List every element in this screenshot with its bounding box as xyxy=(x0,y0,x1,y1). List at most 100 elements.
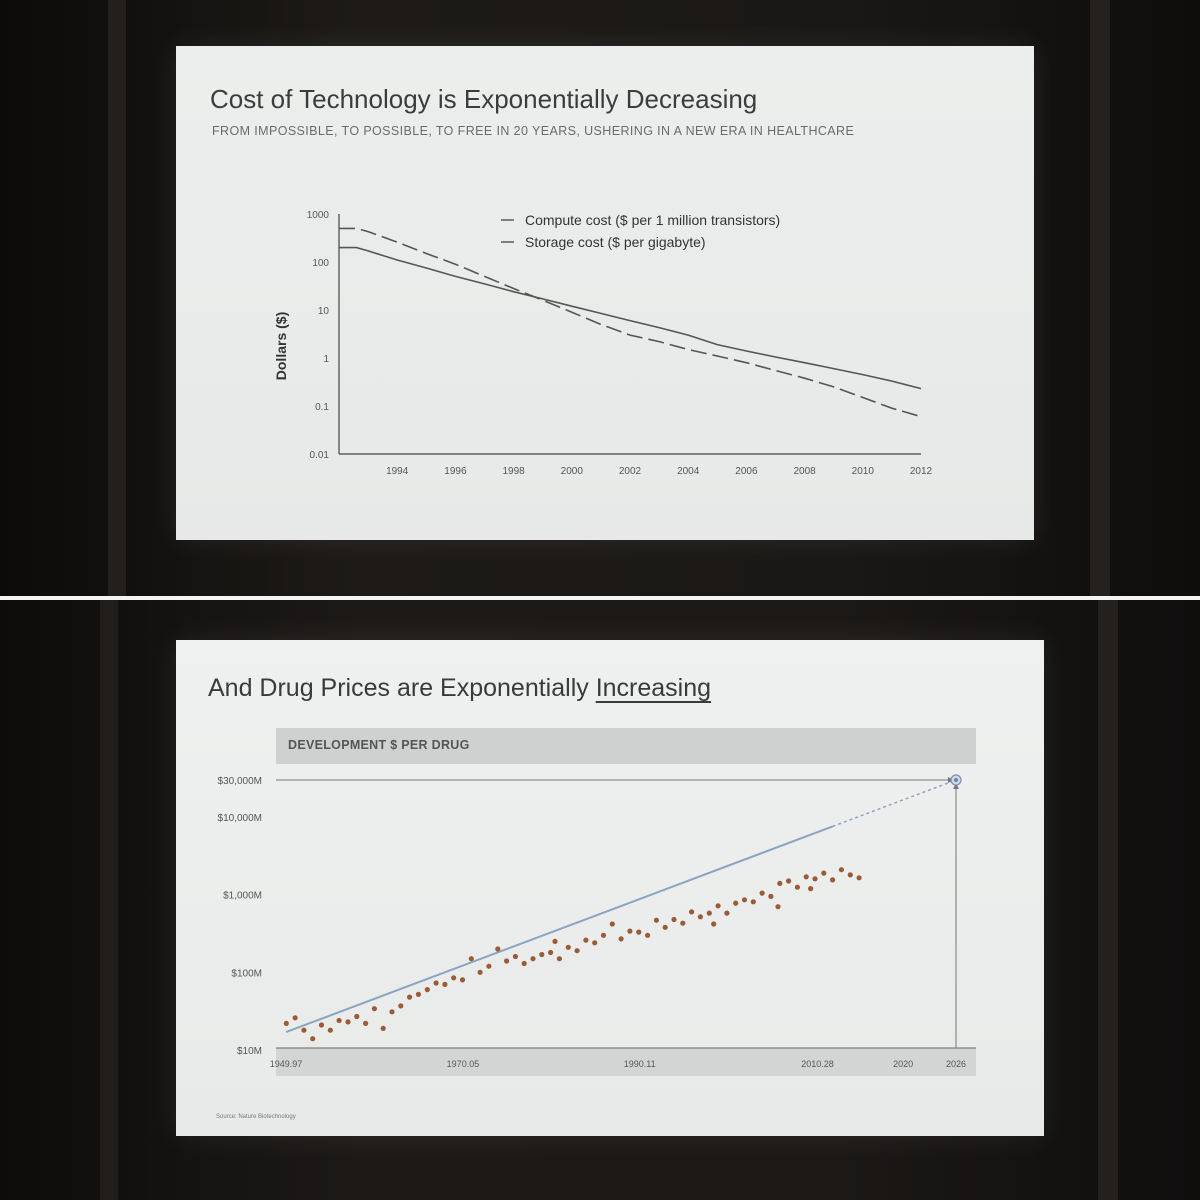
bottom-slide-photo: And Drug Prices are Exponentially Increa… xyxy=(0,600,1200,1200)
data-point xyxy=(363,1020,369,1026)
x-tick-label: 2026 xyxy=(946,1059,966,1069)
data-point xyxy=(786,878,792,884)
x-tick-label: 2008 xyxy=(793,466,816,477)
y-tick-label: $10M xyxy=(237,1046,262,1057)
data-point xyxy=(451,975,457,981)
trend-line xyxy=(285,825,833,1034)
data-point xyxy=(539,951,545,958)
data-point xyxy=(733,900,739,906)
data-point xyxy=(671,916,677,923)
data-point xyxy=(345,1019,351,1025)
data-point xyxy=(777,880,783,886)
chart-legend: Compute cost ($ per 1 million transistor… xyxy=(501,212,780,250)
data-point xyxy=(636,929,642,935)
data-point xyxy=(459,977,466,983)
data-point xyxy=(283,1020,289,1026)
data-point xyxy=(407,994,413,1000)
data-point xyxy=(574,948,580,954)
data-point xyxy=(711,921,717,927)
data-point xyxy=(830,877,836,883)
y-tick-label: $100M xyxy=(231,968,262,979)
data-point xyxy=(548,949,554,956)
y-tick-label: 0.01 xyxy=(310,450,330,461)
y-tick-label: 1 xyxy=(323,354,329,365)
data-point xyxy=(354,1013,360,1020)
data-point xyxy=(592,940,598,946)
series-line-compute-cost xyxy=(339,227,922,418)
y-tick-label: $10,000M xyxy=(218,813,262,824)
screen-frame-right xyxy=(1098,600,1118,1200)
data-point xyxy=(838,867,845,873)
trend-projection-line xyxy=(832,779,957,828)
legend-entry: Compute cost ($ per 1 million transistor… xyxy=(525,212,780,228)
data-point xyxy=(292,1015,298,1021)
data-point xyxy=(512,953,518,960)
data-point xyxy=(706,910,712,916)
y-axis-label: Dollars ($) xyxy=(273,312,289,380)
data-point xyxy=(336,1017,342,1024)
slide-drug-prices: And Drug Prices are Exponentially Increa… xyxy=(176,640,1044,1136)
x-tick-label: 1970.05 xyxy=(447,1059,480,1069)
screen-frame-right xyxy=(1090,0,1110,596)
data-point xyxy=(724,910,730,916)
x-tick-label: 2004 xyxy=(677,466,700,477)
x-tick-label: 1990.11 xyxy=(624,1059,656,1069)
data-point xyxy=(759,890,765,896)
data-point xyxy=(583,937,589,943)
data-point xyxy=(433,980,439,986)
arrowhead-up-icon xyxy=(953,783,959,789)
data-point xyxy=(803,874,809,880)
data-point xyxy=(495,946,501,952)
slide-title: Cost of Technology is Exponentially Decr… xyxy=(210,84,758,114)
data-point xyxy=(821,870,827,876)
chart-title-band: DEVELOPMENT $ PER DRUG xyxy=(276,728,976,764)
data-point xyxy=(794,884,801,890)
x-tick-label: 1994 xyxy=(386,466,409,477)
top-slide-photo: Cost of Technology is Exponentially Decr… xyxy=(0,0,1200,596)
data-point xyxy=(504,958,510,964)
data-point xyxy=(618,936,624,942)
x-tick-label: 2010.28 xyxy=(801,1059,834,1069)
data-point xyxy=(609,921,615,927)
data-point xyxy=(556,956,562,962)
data-point xyxy=(318,1022,325,1028)
projection-point-center xyxy=(954,778,958,782)
data-point xyxy=(645,932,651,938)
y-tick-label: 1000 xyxy=(307,210,330,221)
data-point xyxy=(565,944,571,950)
data-point xyxy=(662,924,668,930)
y-tick-label: 100 xyxy=(312,258,329,269)
x-tick-label: 1949.97 xyxy=(270,1059,303,1069)
legend-entry: Storage cost ($ per gigabyte) xyxy=(525,234,706,250)
y-tick-label: 10 xyxy=(318,306,330,317)
data-point xyxy=(750,899,756,905)
x-axis-band xyxy=(276,1048,976,1076)
source-note: Source: Nature Biotechnology xyxy=(216,1114,296,1120)
data-point xyxy=(530,956,536,962)
drug-cost-chart: $30,000M $10,000M $1,000M $100M $10M 1949.97… xyxy=(218,774,976,1076)
title-emphasis: Increasing xyxy=(595,674,712,702)
x-tick-label: 1996 xyxy=(444,466,467,477)
x-tick-label: 2006 xyxy=(735,466,758,477)
data-point xyxy=(775,904,781,910)
x-tick-label: 2000 xyxy=(561,466,584,477)
image-divider xyxy=(0,596,1200,600)
cost-chart: 1000 100 10 1 0.1 0.01 1994 1996 1998 2000 2002 20… xyxy=(273,210,933,477)
data-point xyxy=(741,897,748,903)
screen-frame-left xyxy=(100,600,118,1200)
data-point xyxy=(627,928,633,934)
series-line-storage-cost xyxy=(339,246,922,390)
data-point xyxy=(415,991,421,997)
chart-title: DEVELOPMENT $ PER DRUG xyxy=(288,738,470,752)
data-point xyxy=(680,920,686,926)
data-point xyxy=(327,1027,333,1033)
data-point xyxy=(398,1003,404,1009)
data-point xyxy=(689,909,695,915)
data-point xyxy=(477,969,483,975)
data-point xyxy=(847,872,853,878)
data-point xyxy=(521,960,527,967)
data-point xyxy=(468,956,474,962)
data-point xyxy=(424,987,430,993)
data-point xyxy=(600,932,607,938)
data-point xyxy=(653,917,659,923)
